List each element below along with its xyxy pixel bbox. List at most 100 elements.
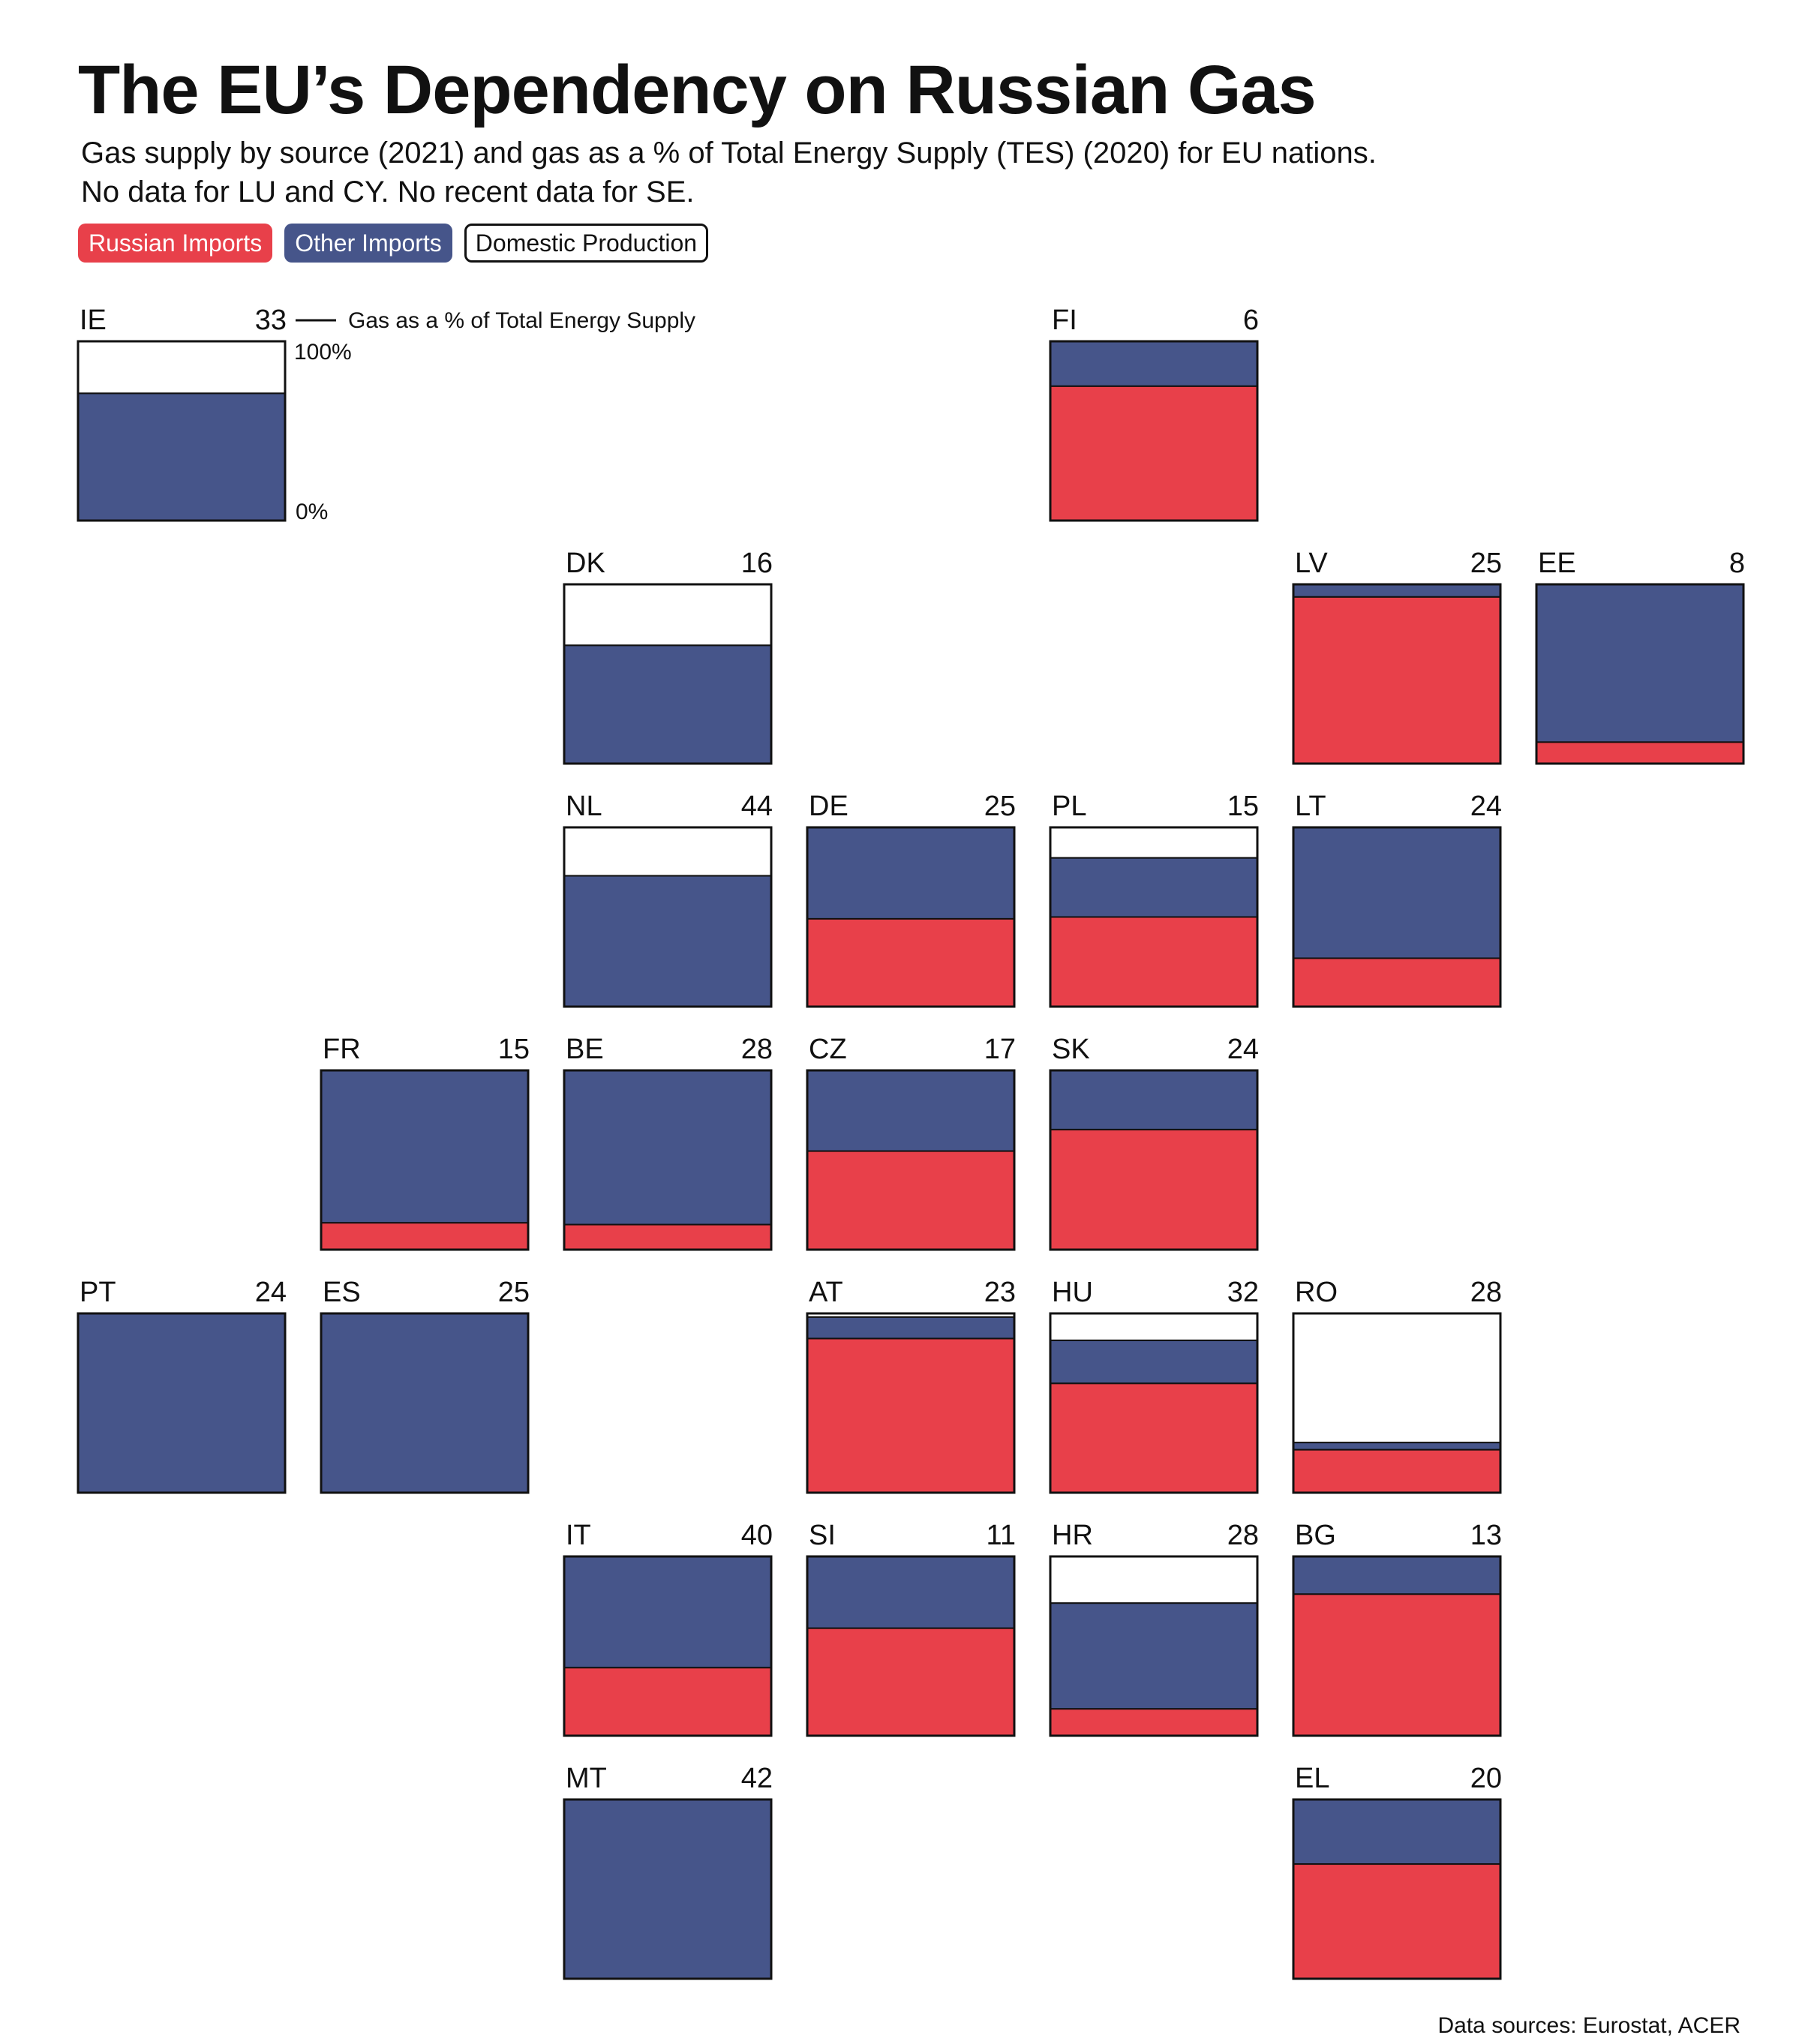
bar-domestic-dk [563, 584, 772, 647]
bar-russian-bg [1293, 1593, 1501, 1736]
tile-frame-pl [1049, 826, 1259, 1008]
bar-russian-ee [1536, 741, 1744, 765]
tile-code-de: DE [809, 791, 848, 822]
tile-code-cz: CZ [809, 1034, 847, 1065]
bar-domestic-hr [1050, 1556, 1258, 1604]
bar-other-pl [1050, 857, 1258, 918]
tile-lv: LV 25 [1292, 548, 1502, 765]
tile-tes-at: 23 [984, 1277, 1016, 1308]
tile-frame-it [563, 1555, 773, 1737]
bar-russian-ro [1293, 1448, 1501, 1494]
tile-tes-hr: 28 [1227, 1520, 1259, 1551]
subtitle-line-1: Gas supply by source (2021) and gas as a… [81, 137, 1377, 170]
axis-label-100: 100% [294, 340, 352, 365]
bar-russian-si [806, 1627, 1015, 1737]
tile-tes-ie: 33 [255, 305, 287, 336]
tile-lt: LT 24 [1292, 791, 1502, 1008]
tile-tes-it: 40 [741, 1520, 773, 1551]
tile-cz: CZ 17 [806, 1034, 1016, 1251]
tile-frame-fr [320, 1069, 530, 1251]
tile-tes-fr: 15 [498, 1034, 530, 1065]
tile-at: AT 23 [806, 1277, 1016, 1494]
tile-code-fr: FR [323, 1034, 361, 1065]
tile-tes-pl: 15 [1227, 791, 1259, 822]
tile-code-at: AT [809, 1277, 843, 1308]
tile-code-lv: LV [1295, 548, 1328, 579]
tile-mt: MT 42 [563, 1763, 773, 1980]
tile-frame-el [1292, 1798, 1502, 1980]
bar-other-el [1293, 1799, 1501, 1865]
tile-si: SI 11 [806, 1520, 1016, 1737]
bar-russian-lv [1293, 596, 1501, 764]
tile-code-lt: LT [1295, 791, 1326, 822]
tile-code-bg: BG [1295, 1520, 1336, 1551]
tile-dk: DK 16 [563, 548, 773, 765]
tile-tes-ee: 8 [1729, 548, 1745, 579]
subtitle-line-2: No data for LU and CY. No recent data fo… [81, 176, 695, 209]
tile-code-it: IT [566, 1520, 591, 1551]
tile-tes-bg: 13 [1470, 1520, 1502, 1551]
tile-code-hu: HU [1052, 1277, 1093, 1308]
tile-frame-sk [1049, 1069, 1259, 1251]
bar-domestic-ro [1293, 1313, 1501, 1444]
legend-domestic-production: Domestic Production [464, 224, 709, 263]
bar-other-de [806, 827, 1015, 920]
bar-other-hu [1050, 1339, 1258, 1385]
tile-ee: EE 8 [1535, 548, 1745, 765]
tile-frame-nl [563, 826, 773, 1008]
tile-code-mt: MT [566, 1763, 607, 1794]
bar-russian-hr [1050, 1708, 1258, 1736]
tile-frame-at [806, 1312, 1016, 1494]
tile-frame-lv [1292, 583, 1502, 765]
tile-tes-lt: 24 [1470, 791, 1502, 822]
tile-tes-fi: 6 [1243, 305, 1259, 336]
bar-russian-de [806, 917, 1015, 1008]
bar-russian-pl [1050, 916, 1258, 1007]
bar-other-lt [1293, 827, 1501, 959]
tile-tes-de: 25 [984, 791, 1016, 822]
tile-pt: PT 24 [77, 1277, 287, 1494]
tile-code-ie: IE [80, 305, 107, 336]
bar-other-ee [1536, 584, 1744, 743]
bar-russian-hu [1050, 1382, 1258, 1493]
tile-code-fi: FI [1052, 305, 1077, 336]
tile-tes-nl: 44 [741, 791, 773, 822]
tile-it: IT 40 [563, 1520, 773, 1737]
tile-fr: FR 15 [320, 1034, 530, 1251]
bar-russian-it [563, 1667, 772, 1736]
tile-code-pl: PL [1052, 791, 1086, 822]
bar-russian-fi [1050, 385, 1258, 521]
chart-subtitle: Gas supply by source (2021) and gas as a… [81, 134, 1656, 212]
tile-code-es: ES [323, 1277, 361, 1308]
tile-tes-lv: 25 [1470, 548, 1502, 579]
tile-frame-es [320, 1312, 530, 1494]
tile-frame-pt [77, 1312, 287, 1494]
tile-frame-de [806, 826, 1016, 1008]
bar-other-fi [1050, 341, 1258, 387]
tile-frame-si [806, 1555, 1016, 1737]
bar-other-fr [320, 1070, 529, 1224]
tile-tes-es: 25 [498, 1277, 530, 1308]
bar-other-it [563, 1556, 772, 1669]
bar-other-at [806, 1316, 1015, 1340]
tile-code-be: BE [566, 1034, 604, 1065]
tes-annotation: Gas as a % of Total Energy Supply 100% 0% [294, 308, 695, 524]
annotation-tes-label: Gas as a % of Total Energy Supply [348, 308, 695, 333]
tile-el: EL 20 [1292, 1763, 1502, 1980]
bar-other-si [806, 1556, 1015, 1629]
tile-tes-el: 20 [1470, 1763, 1502, 1794]
tile-frame-ie [77, 340, 287, 522]
bar-other-be [563, 1070, 772, 1226]
tile-tes-pt: 24 [255, 1277, 287, 1308]
tile-code-hr: HR [1052, 1520, 1093, 1551]
tile-tes-cz: 17 [984, 1034, 1016, 1065]
bar-domestic-ie [77, 341, 286, 395]
tile-frame-ro [1292, 1312, 1502, 1494]
bar-other-lv [1293, 584, 1501, 598]
tile-frame-dk [563, 583, 773, 765]
tile-frame-be [563, 1069, 773, 1251]
bar-other-cz [806, 1070, 1015, 1152]
tile-frame-hu [1049, 1312, 1259, 1494]
tile-hr: HR 28 [1049, 1520, 1259, 1737]
